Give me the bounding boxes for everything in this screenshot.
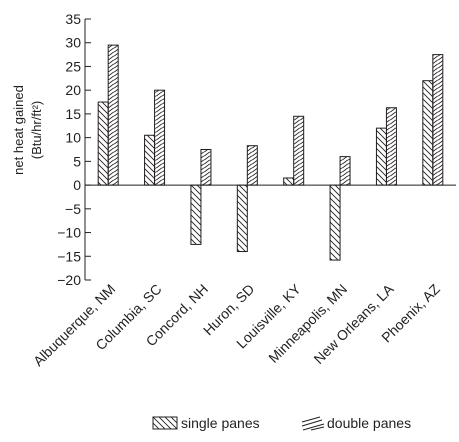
y-axis-label-line2: (Btu/hr/ft²)	[29, 101, 44, 160]
bar-single	[422, 80, 434, 186]
bar-single	[97, 101, 109, 186]
bar-single	[190, 184, 202, 245]
axes	[84, 19, 456, 280]
bar-double	[154, 89, 166, 186]
x-tick-label: New Orleans, LA	[310, 280, 397, 367]
bar-double	[200, 149, 212, 186]
bar-single	[283, 177, 295, 186]
y-tick-label: 0	[73, 177, 81, 193]
y-tick-label: 30	[65, 35, 81, 51]
y-tick-label: −20	[57, 272, 81, 288]
y-tick-label: 15	[65, 106, 81, 122]
y-tick-label: −10	[57, 225, 81, 241]
y-tick-label: 5	[73, 153, 81, 169]
y-axis-ticks: −20 −15 −10 −5 0 5 10 15 20 25 30 35	[57, 11, 91, 288]
bar-double	[293, 115, 305, 186]
y-axis-label-line1: net heat gained	[11, 85, 26, 175]
bars	[97, 44, 444, 261]
bar-double	[385, 107, 397, 186]
bar-single	[144, 134, 156, 186]
legend: single panes double panes	[152, 415, 411, 431]
legend-label-double: double panes	[327, 415, 411, 431]
y-tick-label: 35	[65, 11, 81, 27]
y-tick-label: −15	[57, 248, 81, 264]
bar-double	[432, 54, 444, 186]
bar-double	[339, 156, 351, 186]
legend-label-single: single panes	[181, 415, 260, 431]
y-tick-label: −5	[65, 201, 81, 217]
bar-single	[329, 184, 341, 261]
y-tick-label: 10	[65, 130, 81, 146]
bar-double	[107, 44, 119, 186]
x-tick-label: Minneapolis, MN	[265, 281, 350, 366]
legend-swatch-single	[152, 416, 178, 430]
bar-double	[246, 145, 258, 186]
bar-single	[236, 184, 248, 253]
x-tick-label: Albuquerque, NM	[30, 281, 118, 369]
bar-single	[375, 127, 387, 186]
y-tick-label: 20	[65, 82, 81, 98]
legend-swatch-double	[301, 416, 325, 431]
y-tick-label: 25	[65, 58, 81, 74]
